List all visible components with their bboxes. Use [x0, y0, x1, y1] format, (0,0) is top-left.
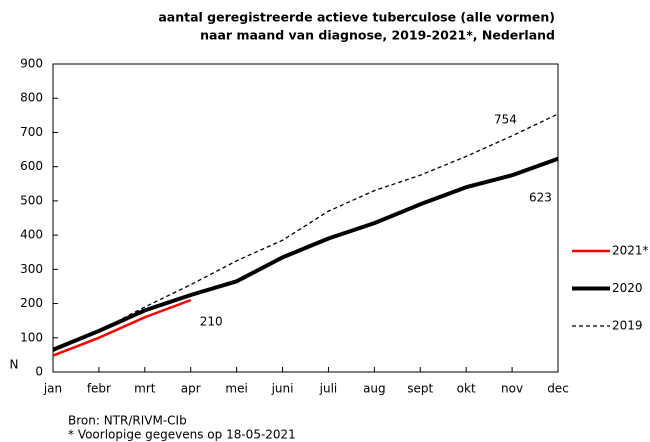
legend-label: 2020: [612, 281, 643, 295]
y-tick-label: 800: [20, 91, 43, 105]
x-tick-label: dec: [547, 382, 569, 396]
x-tick-label: okt: [457, 382, 476, 396]
y-tick-label: 600: [20, 159, 43, 173]
x-tick-label: mei: [225, 382, 247, 396]
y-tick-label: 0: [35, 365, 43, 379]
y-tick-label: 500: [20, 193, 43, 207]
y-tick-label: 100: [20, 330, 43, 344]
x-tick-label: aug: [363, 382, 386, 396]
footnote: * Voorlopige gegevens op 18-05-2021: [68, 428, 296, 442]
legend-label: 2019: [612, 319, 643, 333]
legend-label: 2021*: [612, 244, 649, 258]
x-tick-label: nov: [501, 382, 523, 396]
x-tick-label: febr: [87, 382, 111, 396]
data-label: 623: [529, 190, 552, 204]
series-line: [52, 298, 192, 357]
series-line: [52, 113, 559, 353]
x-tick-label: mrt: [134, 382, 156, 396]
x-tick-label: juni: [271, 382, 294, 396]
x-tick-label: juli: [319, 382, 338, 396]
source-note: Bron: NTR/RIVM-CIb: [68, 414, 187, 428]
y-tick-label: 300: [20, 262, 43, 276]
chart-title: naar maand van diagnose, 2019-2021*, Ned…: [200, 28, 555, 43]
plot-frame: [52, 63, 559, 373]
y-tick-label: 900: [20, 57, 43, 71]
chart-title: aantal geregistreerde actieve tuberculos…: [158, 10, 555, 25]
y-tick-label: 200: [20, 296, 43, 310]
x-tick-label: apr: [181, 382, 201, 396]
y-tick-label: 400: [20, 228, 43, 242]
data-label: 210: [200, 315, 223, 329]
y-tick-label: 700: [20, 125, 43, 139]
y-axis-label: N: [10, 358, 19, 372]
x-tick-label: jan: [43, 382, 62, 396]
data-label: 754: [494, 112, 517, 126]
series-line: [52, 156, 559, 352]
x-tick-label: sept: [407, 382, 433, 396]
